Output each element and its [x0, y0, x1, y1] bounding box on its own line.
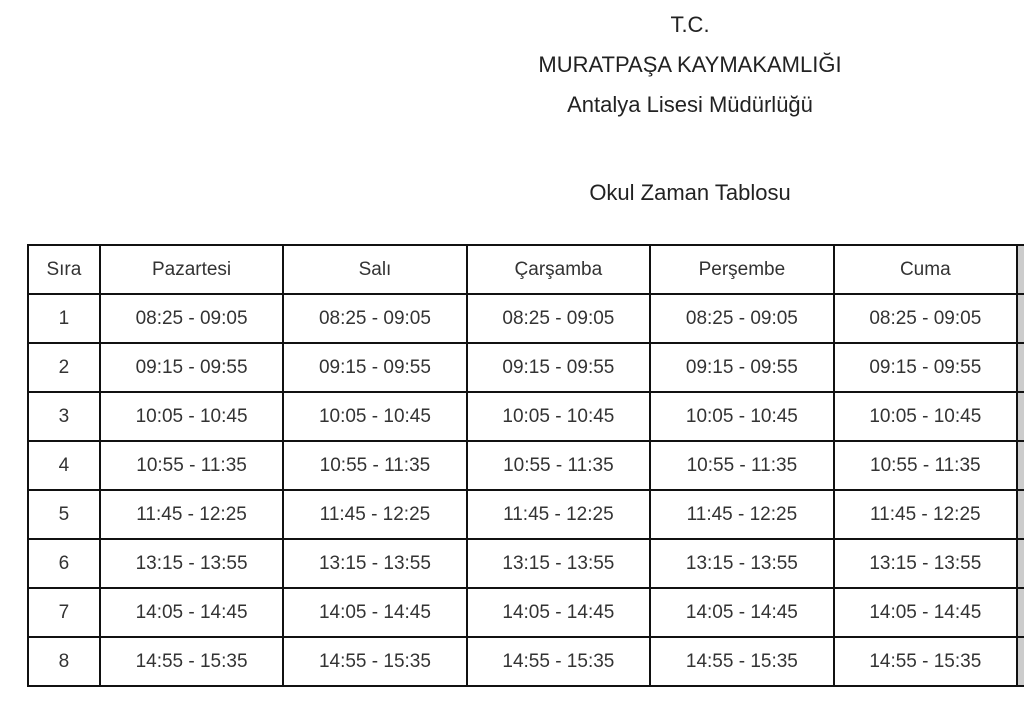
time-cell: 10:05 - 10:45 — [832, 391, 1018, 442]
time-cell: 13:15 - 13:55 — [465, 538, 652, 589]
column-header: Sıra — [27, 244, 101, 295]
column-header: Çarşamba — [465, 244, 652, 295]
time-cell: 10:05 - 10:45 — [649, 391, 835, 442]
cut-off-cell — [1015, 538, 1024, 589]
time-cell: 08:25 - 09:05 — [649, 293, 835, 344]
header-line-2: MURATPAŞA KAYMAKAMLIĞI — [538, 52, 842, 77]
time-cell: 14:05 - 14:45 — [649, 587, 835, 638]
time-cell: 14:55 - 15:35 — [282, 636, 468, 687]
time-cell: 11:45 - 12:25 — [832, 489, 1018, 540]
cut-off-cell — [1015, 342, 1024, 393]
cut-off-cell — [1015, 636, 1024, 687]
row-number: 6 — [27, 538, 101, 589]
column-header: Cuma — [832, 244, 1018, 295]
row-number: 1 — [27, 293, 101, 344]
cut-off-column — [1015, 244, 1024, 295]
row-number: 2 — [27, 342, 101, 393]
cut-off-cell — [1015, 391, 1024, 442]
document-title: Okul Zaman Tablosu — [589, 180, 791, 205]
time-cell: 08:25 - 09:05 — [465, 293, 652, 344]
table-row: 4 10:55 - 11:35 10:55 - 11:35 10:55 - 11:35… — [27, 440, 1024, 491]
time-cell: 09:15 - 09:55 — [649, 342, 835, 393]
table-header-row: Sıra Pazartesi Salı Çarşamba Perşembe Cuma — [27, 244, 1024, 295]
header-line-3: Antalya Lisesi Müdürlüğü — [567, 92, 813, 117]
time-cell: 09:15 - 09:55 — [282, 342, 468, 393]
time-cell: 14:55 - 15:35 — [649, 636, 835, 687]
time-cell: 08:25 - 09:05 — [832, 293, 1018, 344]
time-cell: 13:15 - 13:55 — [649, 538, 835, 589]
time-cell: 10:05 - 10:45 — [282, 391, 468, 442]
column-header: Pazartesi — [98, 244, 285, 295]
cut-off-cell — [1015, 440, 1024, 491]
table-row: 1 08:25 - 09:05 08:25 - 09:05 08:25 - 09:05… — [27, 293, 1024, 344]
time-cell: 14:05 - 14:45 — [98, 587, 285, 638]
row-number: 3 — [27, 391, 101, 442]
time-cell: 08:25 - 09:05 — [282, 293, 468, 344]
header-line-1: T.C. — [670, 12, 710, 37]
time-cell: 13:15 - 13:55 — [832, 538, 1018, 589]
time-cell: 09:15 - 09:55 — [98, 342, 285, 393]
column-header: Salı — [282, 244, 468, 295]
time-cell: 14:55 - 15:35 — [465, 636, 652, 687]
time-cell: 10:55 - 11:35 — [649, 440, 835, 491]
time-cell: 10:05 - 10:45 — [465, 391, 652, 442]
table-row: 2 09:15 - 09:55 09:15 - 09:55 09:15 - 09:55… — [27, 342, 1024, 393]
time-cell: 10:55 - 11:35 — [282, 440, 468, 491]
row-number: 4 — [27, 440, 101, 491]
table-row: 3 10:05 - 10:45 10:05 - 10:45 10:05 - 10:45… — [27, 391, 1024, 442]
row-number: 8 — [27, 636, 101, 687]
column-header: Perşembe — [649, 244, 835, 295]
row-number: 7 — [27, 587, 101, 638]
time-cell: 11:45 - 12:25 — [465, 489, 652, 540]
time-cell: 11:45 - 12:25 — [649, 489, 835, 540]
time-cell: 10:55 - 11:35 — [98, 440, 285, 491]
time-cell: 09:15 - 09:55 — [465, 342, 652, 393]
time-cell: 14:05 - 14:45 — [832, 587, 1018, 638]
time-cell: 11:45 - 12:25 — [98, 489, 285, 540]
time-cell: 11:45 - 12:25 — [282, 489, 468, 540]
table-row: 6 13:15 - 13:55 13:15 - 13:55 13:15 - 13:55… — [27, 538, 1024, 589]
time-cell: 13:15 - 13:55 — [98, 538, 285, 589]
table-row: 7 14:05 - 14:45 14:05 - 14:45 14:05 - 14:45… — [27, 587, 1024, 638]
time-cell: 09:15 - 09:55 — [832, 342, 1018, 393]
row-number: 5 — [27, 489, 101, 540]
cut-off-cell — [1015, 489, 1024, 540]
time-cell: 08:25 - 09:05 — [98, 293, 285, 344]
table-row: 5 11:45 - 12:25 11:45 - 12:25 11:45 - 12:25… — [27, 489, 1024, 540]
time-cell: 14:05 - 14:45 — [465, 587, 652, 638]
time-cell: 14:55 - 15:35 — [832, 636, 1018, 687]
time-cell: 10:05 - 10:45 — [98, 391, 285, 442]
table-row: 8 14:55 - 15:35 14:55 - 15:35 14:55 - 15:35… — [27, 636, 1024, 687]
cut-off-cell — [1015, 293, 1024, 344]
time-cell: 14:05 - 14:45 — [282, 587, 468, 638]
time-cell: 13:15 - 13:55 — [282, 538, 468, 589]
cut-off-cell — [1015, 587, 1024, 638]
time-cell: 14:55 - 15:35 — [98, 636, 285, 687]
time-cell: 10:55 - 11:35 — [465, 440, 652, 491]
time-cell: 10:55 - 11:35 — [832, 440, 1018, 491]
